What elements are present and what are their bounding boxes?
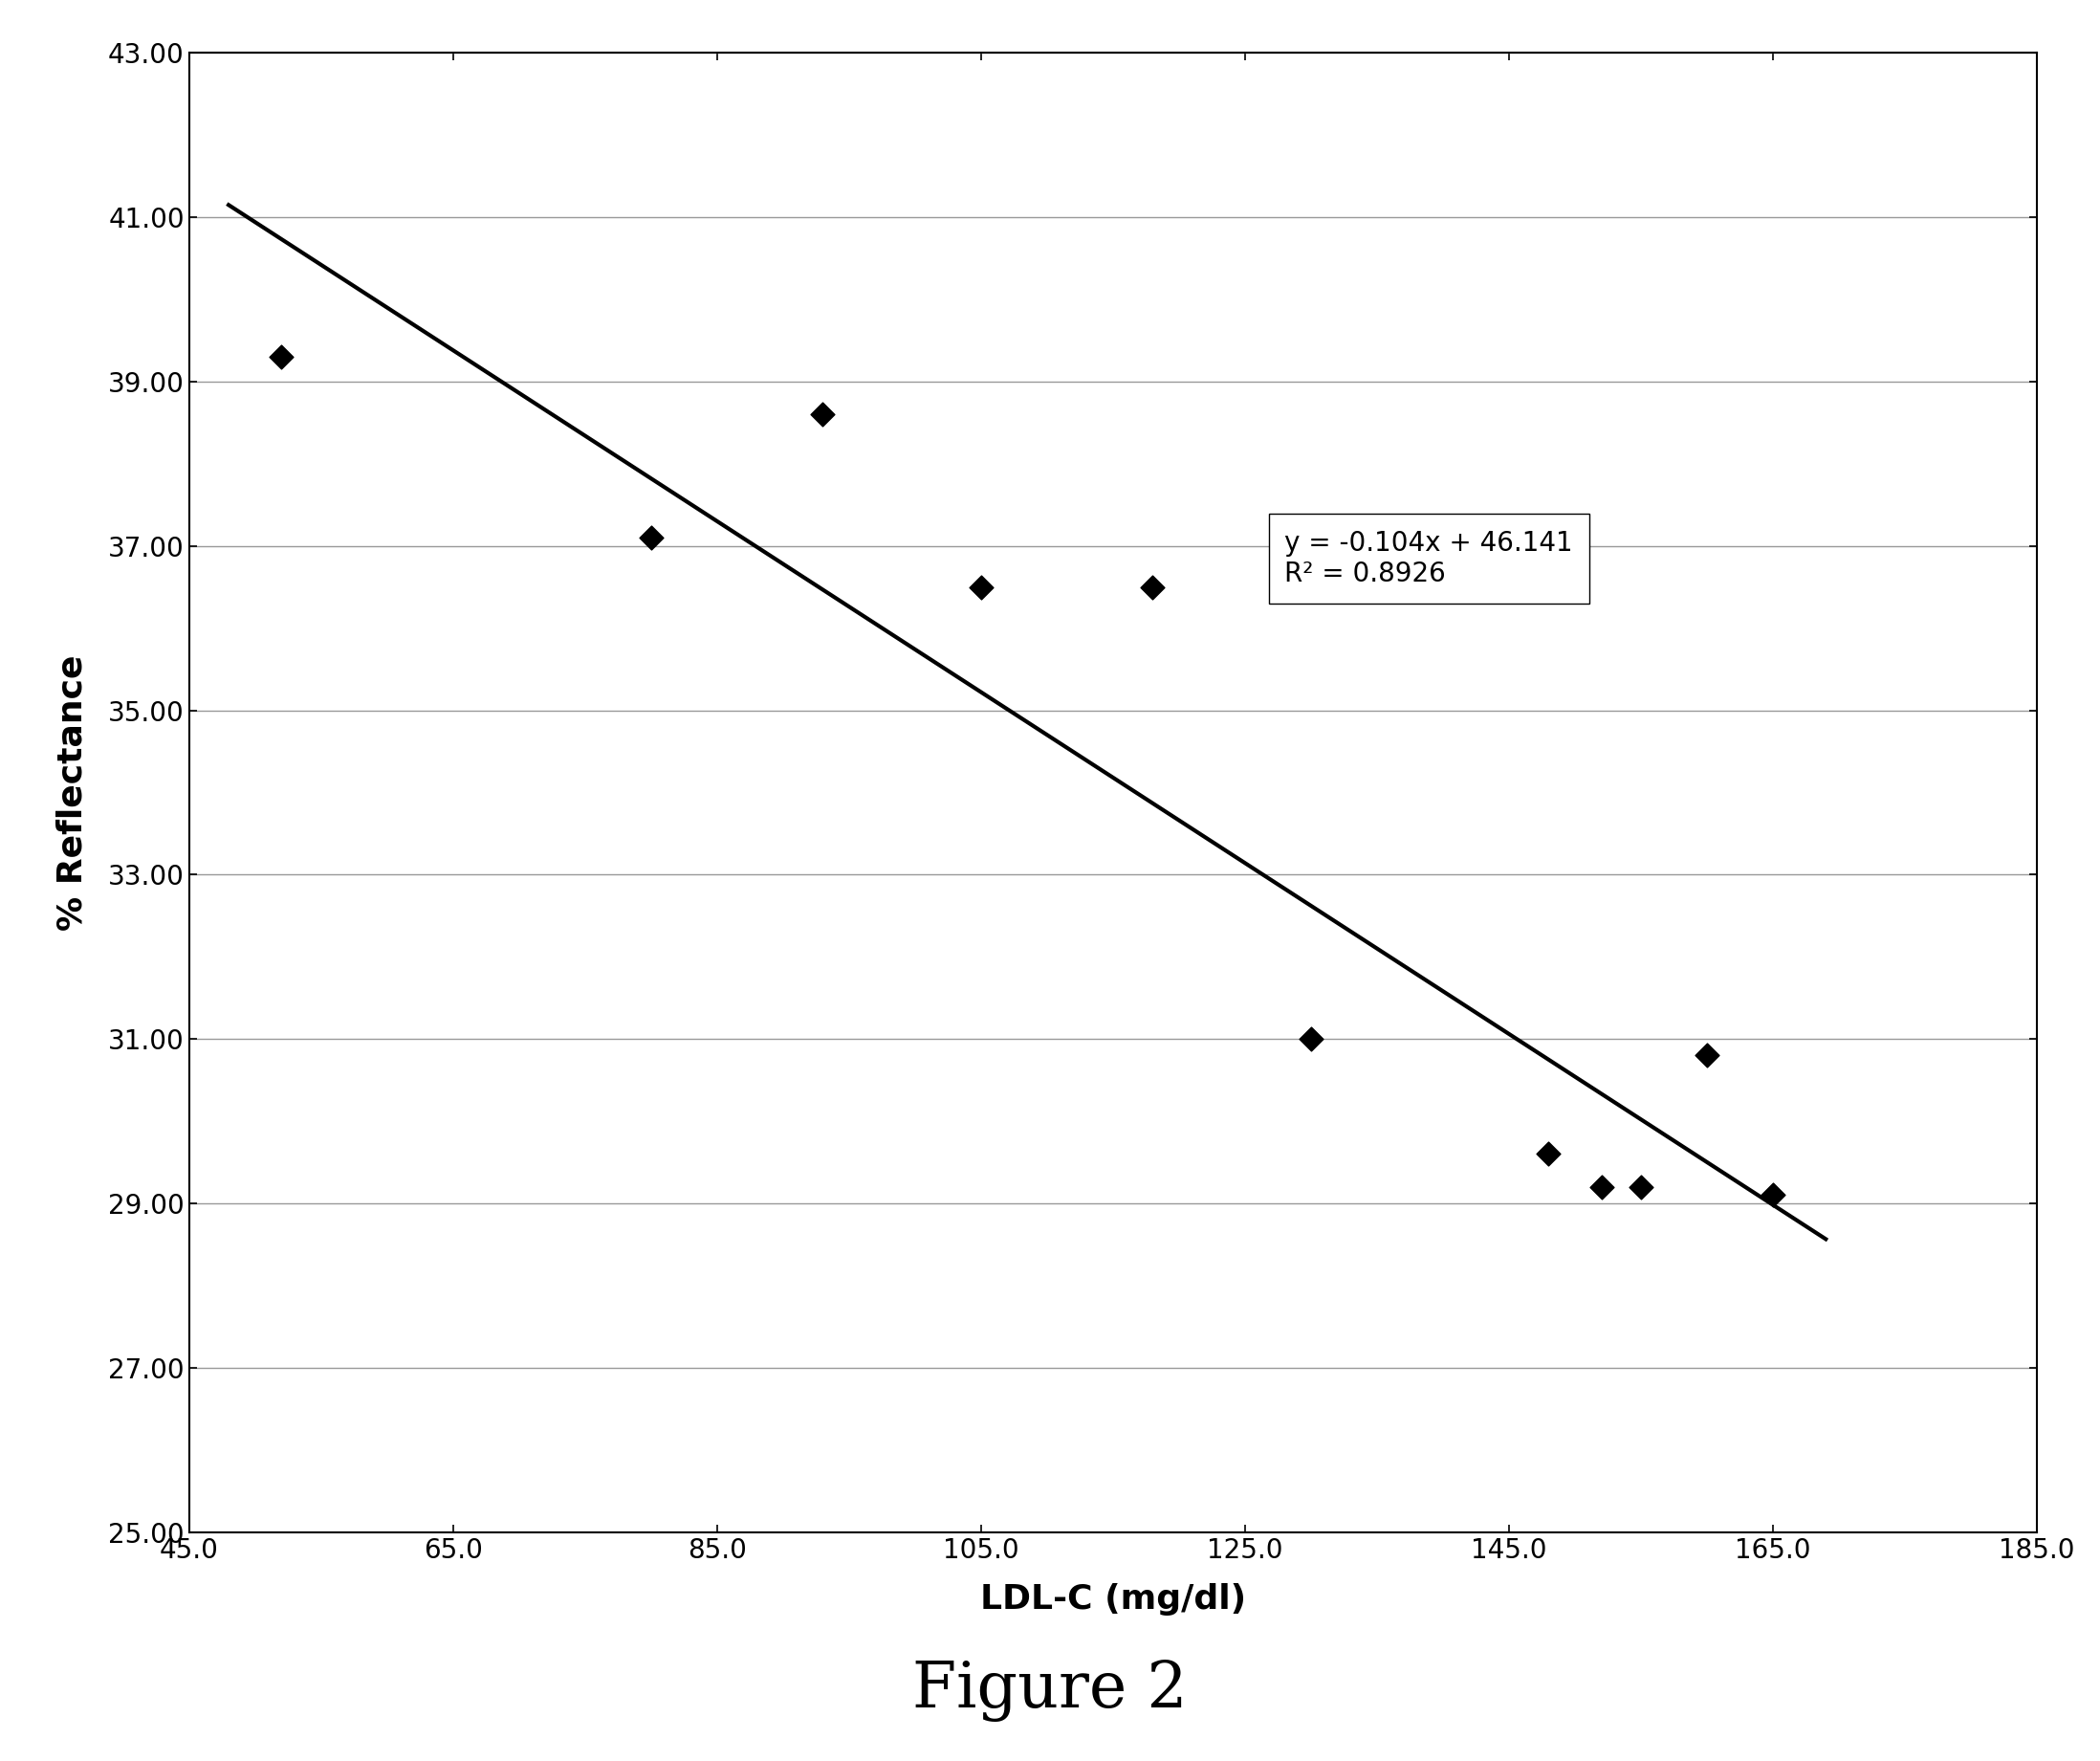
Point [964, 572, 997, 601]
Point [1531, 1139, 1564, 1168]
Point [1586, 1173, 1619, 1201]
X-axis label: LDL-C (mg/dl): LDL-C (mg/dl) [981, 1583, 1245, 1617]
Point [806, 400, 840, 428]
Text: Figure 2: Figure 2 [914, 1659, 1186, 1722]
Point [1136, 572, 1170, 601]
Text: y = -0.104x + 46.141
R² = 0.8926: y = -0.104x + 46.141 R² = 0.8926 [1285, 530, 1573, 586]
Point [265, 343, 298, 372]
Point [1690, 1041, 1724, 1069]
Point [1294, 1025, 1327, 1053]
Y-axis label: % Reflectance: % Reflectance [55, 655, 88, 930]
Point [1623, 1173, 1657, 1201]
Point [634, 523, 668, 551]
Point [1756, 1182, 1789, 1210]
